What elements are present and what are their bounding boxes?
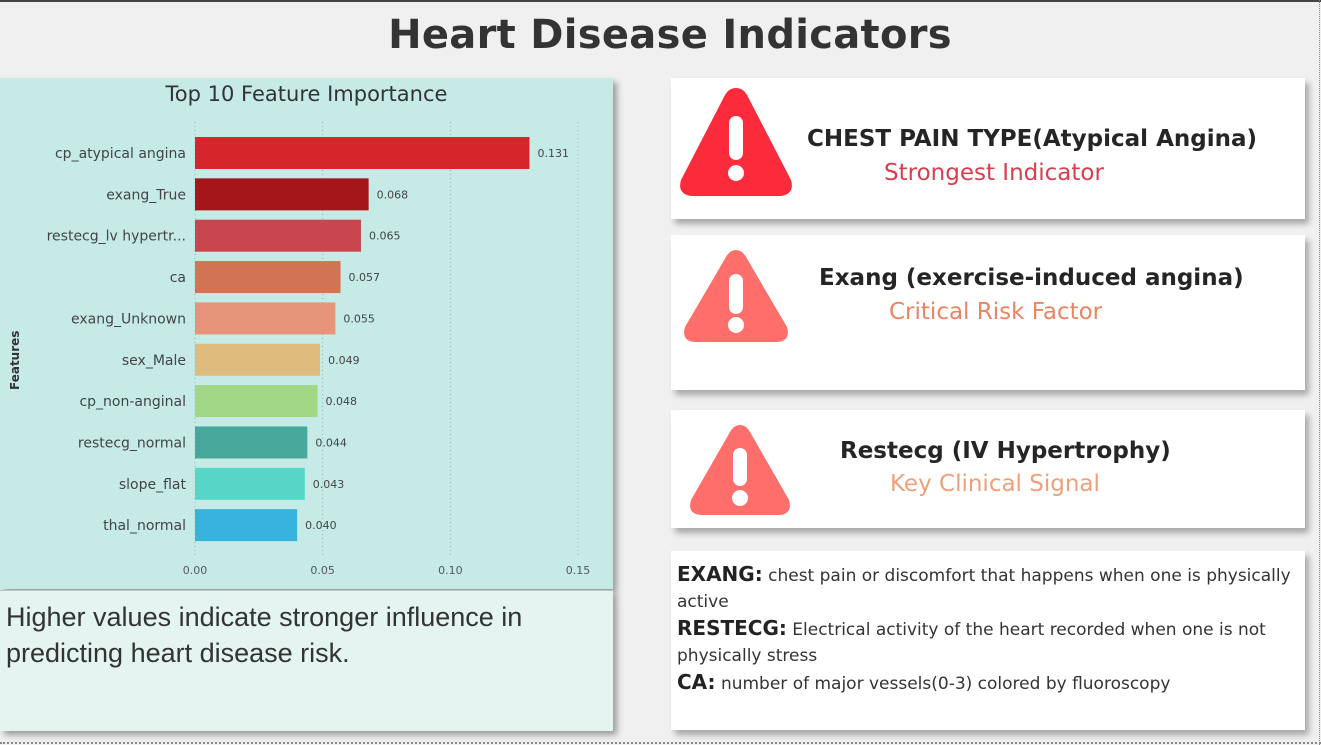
data-label: 0.044 bbox=[315, 436, 347, 449]
feature-importance-chart[interactable]: Top 10 Feature Importance Features 0.00 0… bbox=[0, 78, 613, 589]
data-label: 0.040 bbox=[305, 519, 337, 532]
data-label: 0.131 bbox=[537, 147, 569, 160]
chart-title: Top 10 Feature Importance bbox=[165, 82, 448, 106]
definition-text: number of major vessels(0-3) colored by … bbox=[720, 674, 1171, 694]
y-tick-label: exang_Unknown bbox=[71, 311, 186, 327]
data-label: 0.048 bbox=[326, 395, 358, 408]
bar[interactable] bbox=[195, 219, 361, 252]
data-label: 0.068 bbox=[377, 188, 409, 201]
top-border bbox=[0, 0, 1321, 2]
data-label: 0.065 bbox=[369, 230, 401, 243]
data-label: 0.043 bbox=[313, 478, 345, 491]
chart-note: Higher values indicate stronger influenc… bbox=[6, 602, 523, 668]
definition-item: RESTECG: Electrical activity of the hear… bbox=[677, 615, 1297, 669]
bar[interactable] bbox=[195, 467, 305, 500]
bar[interactable] bbox=[195, 509, 298, 542]
y-tick-label: ca bbox=[170, 270, 186, 286]
page-title: Heart Disease Indicators bbox=[388, 12, 952, 58]
y-tick-label: restecg_normal bbox=[78, 435, 186, 451]
y-tick-label: sex_Male bbox=[122, 353, 186, 369]
definitions-card: EXANG: chest pain or discomfort that hap… bbox=[671, 551, 1305, 730]
indicator-card-chest-pain[interactable]: CHEST PAIN TYPE(Atypical Angina) Stronge… bbox=[671, 78, 1305, 219]
y-tick-label: restecg_lv hypertr... bbox=[47, 229, 186, 245]
right-border bbox=[1319, 0, 1320, 745]
definition-text: chest pain or discomfort that happens wh… bbox=[677, 566, 1291, 612]
x-tick-label: 0.00 bbox=[183, 564, 208, 577]
data-label: 0.049 bbox=[328, 354, 360, 367]
indicator-title: Exang (exercise-induced angina) bbox=[819, 265, 1244, 291]
y-tick-label: cp_non-anginal bbox=[79, 394, 186, 410]
indicator-subtitle: Key Clinical Signal bbox=[890, 471, 1100, 497]
y-tick-label: thal_normal bbox=[103, 518, 186, 534]
bar[interactable] bbox=[195, 426, 308, 459]
x-tick-label: 0.10 bbox=[438, 564, 463, 577]
bar[interactable] bbox=[195, 261, 341, 294]
data-label: 0.055 bbox=[343, 312, 375, 325]
bar[interactable] bbox=[195, 385, 318, 418]
warning-icon bbox=[684, 250, 788, 342]
chart-note-card: Higher values indicate stronger influenc… bbox=[0, 590, 613, 731]
bar[interactable] bbox=[195, 302, 336, 335]
indicator-title: Restecg (IV Hypertrophy) bbox=[840, 438, 1171, 464]
indicator-title: CHEST PAIN TYPE(Atypical Angina) bbox=[807, 126, 1257, 152]
definition-text: Electrical activity of the heart recorde… bbox=[677, 620, 1266, 666]
bar[interactable] bbox=[195, 178, 369, 211]
data-label: 0.057 bbox=[349, 271, 381, 284]
chart-plot: 0.00 0.05 0.10 0.15 cp_atypical angina 0.131 e… bbox=[47, 122, 591, 577]
y-tick-label: exang_True bbox=[106, 187, 186, 203]
bottom-border bbox=[0, 742, 1321, 744]
bar[interactable] bbox=[195, 343, 321, 376]
x-tick-label: 0.05 bbox=[310, 564, 335, 577]
y-tick-label: cp_atypical angina bbox=[55, 146, 186, 162]
definition-term: EXANG: bbox=[677, 562, 763, 586]
definition-term: CA: bbox=[677, 670, 716, 694]
indicator-subtitle: Strongest Indicator bbox=[884, 160, 1104, 186]
definition-item: CA: number of major vessels(0-3) colored… bbox=[677, 669, 1297, 697]
definition-term: RESTECG: bbox=[677, 616, 787, 640]
y-tick-label: slope_flat bbox=[119, 477, 187, 493]
warning-icon bbox=[680, 88, 792, 196]
bar[interactable] bbox=[195, 137, 530, 169]
indicator-card-exang[interactable]: Exang (exercise-induced angina) Critical… bbox=[671, 235, 1305, 390]
warning-icon bbox=[690, 425, 790, 515]
indicator-subtitle: Critical Risk Factor bbox=[889, 299, 1103, 325]
indicator-card-restecg[interactable]: Restecg (IV Hypertrophy) Key Clinical Si… bbox=[671, 410, 1305, 528]
x-tick-label: 0.15 bbox=[566, 564, 591, 577]
definition-item: EXANG: chest pain or discomfort that hap… bbox=[677, 561, 1297, 615]
